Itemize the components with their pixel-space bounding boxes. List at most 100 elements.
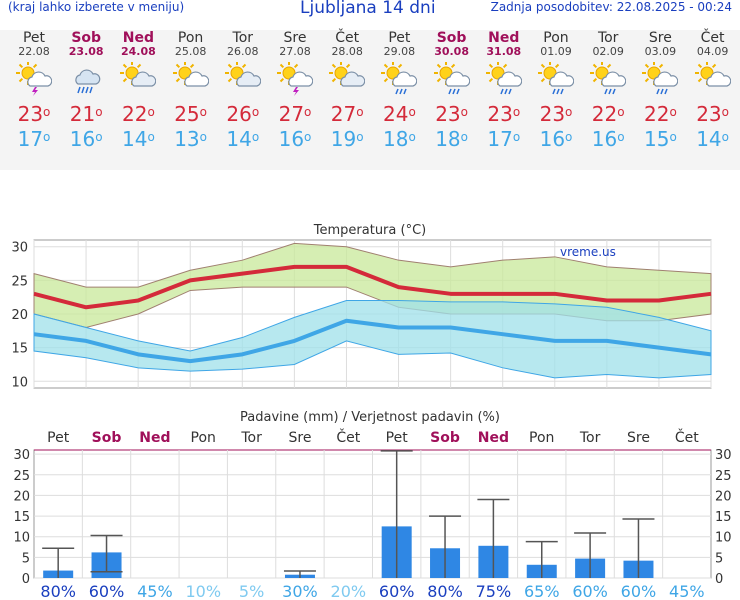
day-date: 25.08 <box>174 45 207 58</box>
sun-rain-icon <box>478 61 530 102</box>
probability-label: 45% <box>137 582 173 600</box>
y-tick-label: 25 <box>13 469 30 484</box>
partly-cloudy-icon <box>112 61 164 102</box>
x-tick-label: Ned <box>478 430 509 446</box>
sun-rain-icon <box>426 61 478 102</box>
day-name: Čet <box>335 30 360 46</box>
y-tick-label: 30 <box>11 241 28 256</box>
y-tick-label: 10 <box>11 375 28 390</box>
y-tick-label: 15 <box>13 510 30 525</box>
min-temp: 17o <box>487 127 521 151</box>
x-tick-label: Sob <box>92 430 122 446</box>
probability-label: 45% <box>669 582 705 600</box>
day-date: 22.08 <box>18 45 50 58</box>
day-name: Sob <box>436 30 467 46</box>
max-temp: 27o <box>330 102 364 126</box>
day-name: Čet <box>700 30 725 46</box>
day-column[interactable]: Pon 25.08 25o 13o <box>165 30 217 152</box>
sun-cloud-icon <box>687 61 739 102</box>
day-column[interactable]: Pon 01.09 23o 16o <box>530 30 582 152</box>
y-tick-label: 15 <box>11 342 28 357</box>
temperature-chart: Temperatura (°C) 10 15 20 25 30 vreme.us <box>11 223 712 390</box>
x-tick-label: Pon <box>191 430 216 446</box>
partly-cloudy-icon <box>321 61 373 102</box>
day-column[interactable]: Ned 24.08 22o 14o <box>112 30 164 152</box>
x-tick-label: Sre <box>627 430 650 446</box>
day-column[interactable]: Tor 26.08 26o 14o <box>217 30 269 152</box>
partly-cloudy-icon <box>217 61 269 102</box>
max-temp: 21o <box>69 102 103 126</box>
min-temp: 18o <box>382 127 416 151</box>
day-column[interactable]: Ned 31.08 23o 17o <box>478 30 530 152</box>
sun-thunderstorm-icon <box>8 61 60 102</box>
max-temp: 22o <box>591 102 625 126</box>
y-tick-label: 0 <box>22 572 30 587</box>
location-hint[interactable]: (kraj lahko izberete v meniju) <box>8 0 185 14</box>
y-tick-label: 20 <box>11 308 28 323</box>
min-temp: 13o <box>174 127 207 151</box>
day-date: 02.09 <box>592 45 624 58</box>
probability-label: 60% <box>621 582 657 600</box>
day-name: Sre <box>648 30 672 46</box>
day-date: 31.08 <box>486 45 522 58</box>
max-temp: 22o <box>121 102 155 126</box>
day-name: Pet <box>22 30 46 46</box>
min-temp: 15o <box>643 127 677 151</box>
probability-label: 60% <box>379 582 415 600</box>
max-temp: 22o <box>643 102 677 126</box>
last-updated: Zadnja posodobitev: 22.08.2025 - 00:24 <box>490 0 732 14</box>
x-tick-label: Ned <box>139 430 170 446</box>
day-name: Pon <box>177 30 204 46</box>
probability-label: 75% <box>476 582 512 600</box>
day-date: 01.09 <box>540 45 572 58</box>
temperature-chart-title: Temperatura (°C) <box>313 223 426 238</box>
cloud-rain-icon <box>60 62 112 102</box>
x-tick-label: Čet <box>675 428 699 446</box>
max-temp: 24o <box>382 102 416 126</box>
chart-watermark: vreme.us <box>560 245 616 259</box>
probability-label: 5% <box>239 582 264 600</box>
day-date: 26.08 <box>227 45 259 58</box>
min-temp: 16o <box>539 127 573 151</box>
day-date: 30.08 <box>434 45 469 58</box>
max-temp: 23o <box>17 102 51 126</box>
min-temp-line <box>33 318 712 364</box>
day-date: 03.09 <box>644 45 677 58</box>
max-temp-line <box>33 264 712 310</box>
day-name: Ned <box>122 30 154 46</box>
day-column[interactable]: Sre 27.08 27o 16o <box>269 30 321 152</box>
day-date: 27.08 <box>279 45 311 58</box>
day-name: Sre <box>283 30 307 46</box>
day-name: Tor <box>232 30 254 46</box>
max-temp: 23o <box>696 102 729 126</box>
probability-label: 80% <box>40 582 76 600</box>
day-column[interactable]: Sob 30.08 23o 18o <box>426 30 478 152</box>
y-tick-label-right: 30 <box>715 448 732 463</box>
day-name: Tor <box>597 30 619 46</box>
sun-rain-icon <box>373 61 425 102</box>
max-temp: 26o <box>226 102 260 126</box>
probability-label: 20% <box>331 582 367 600</box>
day-name: Pet <box>388 30 411 46</box>
min-temp: 16o <box>278 127 312 151</box>
min-temp: 18o <box>435 127 468 151</box>
x-tick-label: Tor <box>240 430 262 446</box>
sun-rain-icon <box>582 61 634 102</box>
day-column[interactable]: Sob 23.08 21o 16o <box>60 30 112 152</box>
min-temp: 19o <box>330 127 364 151</box>
min-temp: 16o <box>591 127 625 151</box>
day-date: 28.08 <box>331 45 363 58</box>
day-column[interactable]: Tor 02.09 22o 16o <box>582 30 634 152</box>
day-name: Ned <box>488 30 520 46</box>
y-tick-label: 25 <box>11 274 28 289</box>
day-column[interactable]: Sre 03.09 22o 15o <box>634 30 686 152</box>
min-temp: 14o <box>121 127 155 151</box>
probability-label: 30% <box>282 582 318 600</box>
day-column[interactable]: Pet 22.08 23o 17o <box>8 30 60 152</box>
day-column[interactable]: Čet 04.09 23o 14o <box>687 30 739 152</box>
day-column[interactable]: Pet 29.08 24o 18o <box>373 30 425 152</box>
day-column[interactable]: Čet 28.08 27o 19o <box>321 30 373 152</box>
day-date: 04.09 <box>696 45 729 58</box>
max-temp: 25o <box>174 102 207 126</box>
probability-label: 80% <box>427 582 463 600</box>
